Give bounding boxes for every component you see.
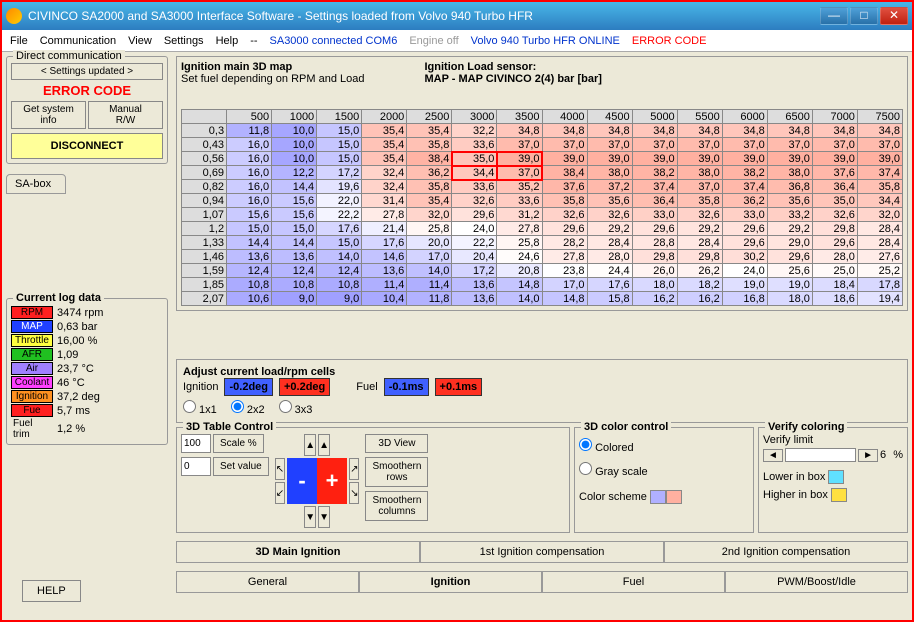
mid-tab[interactable]: 2nd Ignition compensation: [664, 541, 908, 563]
load-sensor-sub: MAP - MAP CIVINCO 2(4) bar [bar]: [424, 73, 601, 85]
smooth-cols-button[interactable]: Smoothern columns: [365, 491, 428, 521]
get-system-info-button[interactable]: Get system info: [11, 101, 86, 129]
arrow-button[interactable]: ↘: [349, 482, 359, 504]
titlebar: CIVINCO SA2000 and SA3000 Interface Soft…: [2, 2, 912, 30]
mid-tabs: 3D Main Ignition1st Ignition compensatio…: [176, 541, 908, 563]
close-button[interactable]: ✕: [880, 7, 908, 25]
load-sensor-title: Ignition Load sensor:: [424, 61, 536, 73]
status-vehicle: Volvo 940 Turbo HFR ONLINE: [471, 35, 620, 47]
window-title: CIVINCO SA2000 and SA3000 Interface Soft…: [28, 9, 820, 23]
scheme-low-swatch[interactable]: [650, 490, 666, 504]
mid-tab[interactable]: 3D Main Ignition: [176, 541, 420, 563]
3d-table-control: 3D Table Control Scale % Set value ↖ ↙ ▲…: [176, 427, 570, 533]
3d-view-button[interactable]: 3D View: [365, 434, 428, 453]
menu-item[interactable]: Communication: [40, 35, 116, 47]
arrow-button[interactable]: ▼: [318, 506, 330, 528]
plus-button[interactable]: +: [317, 458, 347, 504]
minimize-button[interactable]: —: [820, 7, 848, 25]
status-connection: SA3000 connected COM6: [270, 35, 398, 47]
error-code-label: ERROR CODE: [11, 83, 163, 98]
scheme-high-swatch[interactable]: [666, 490, 682, 504]
status-engine: Engine off: [409, 35, 458, 47]
help-button[interactable]: HELP: [22, 580, 81, 602]
main-tab[interactable]: PWM/Boost/Idle: [725, 571, 908, 593]
menu-item[interactable]: View: [128, 35, 152, 47]
menu-item[interactable]: File: [10, 35, 28, 47]
main-tab[interactable]: General: [176, 571, 359, 593]
smooth-rows-button[interactable]: Smoothern rows: [365, 457, 428, 487]
verify-coloring: Verify coloring Verify limit ◄ ► 6 % Low…: [758, 427, 908, 533]
maximize-button[interactable]: □: [850, 7, 878, 25]
log-data-group: Current log data RPM3474 rpmMAP0,63 barT…: [6, 298, 168, 445]
colored-radio[interactable]: [579, 438, 592, 451]
ignition-map-table[interactable]: 5001000150020002500300035004000450050005…: [181, 109, 903, 306]
scale-input[interactable]: [181, 434, 211, 453]
verify-dec[interactable]: ◄: [763, 449, 783, 462]
arrow-button[interactable]: ▲: [318, 434, 330, 456]
map-title: Ignition main 3D map: [181, 61, 292, 73]
app-icon: [6, 8, 22, 24]
direct-comm-group: Direct communication < Settings updated …: [6, 56, 168, 164]
setvalue-input[interactable]: [181, 457, 211, 476]
arrow-button[interactable]: ▲: [304, 434, 316, 456]
manual-rw-button[interactable]: Manual R/W: [88, 101, 163, 129]
gray-radio[interactable]: [579, 462, 592, 475]
settings-updated: < Settings updated >: [11, 63, 163, 80]
map-subtitle: Set fuel depending on RPM and Load: [181, 73, 364, 85]
arrow-button[interactable]: ▼: [304, 506, 316, 528]
map-panel: Ignition main 3D map Set fuel depending …: [176, 56, 908, 311]
ign-dec-button[interactable]: -0.2deg: [224, 378, 273, 396]
arrow-button[interactable]: ↙: [275, 482, 285, 504]
3d-color-control: 3D color control Colored Gray scale Colo…: [574, 427, 754, 533]
minus-button[interactable]: -: [287, 458, 317, 504]
main-tabs: GeneralIgnitionFuelPWM/Boost/Idle: [176, 571, 908, 593]
status-error: ERROR CODE: [632, 35, 707, 47]
menu-sep: --: [250, 35, 257, 47]
verify-slider[interactable]: [785, 448, 856, 462]
main-tab[interactable]: Fuel: [542, 571, 725, 593]
arrow-button[interactable]: ↖: [275, 458, 285, 480]
main-tab[interactable]: Ignition: [359, 571, 542, 593]
menu-item[interactable]: Help: [216, 35, 239, 47]
arrow-button[interactable]: ↗: [349, 458, 359, 480]
menu-item[interactable]: Settings: [164, 35, 204, 47]
fuel-dec-button[interactable]: -0.1ms: [384, 378, 429, 396]
menubar: File Communication View Settings Help --…: [2, 30, 912, 52]
disconnect-button[interactable]: DISCONNECT: [11, 133, 163, 159]
adjust-cells-group: Adjust current load/rpm cells Ignition -…: [176, 359, 908, 423]
fuel-inc-button[interactable]: +0.1ms: [435, 378, 483, 396]
verify-inc[interactable]: ►: [858, 449, 878, 462]
mid-tab[interactable]: 1st Ignition compensation: [420, 541, 664, 563]
scale-button[interactable]: Scale %: [213, 434, 264, 453]
setvalue-button[interactable]: Set value: [213, 457, 269, 476]
ign-inc-button[interactable]: +0.2deg: [279, 378, 330, 396]
sa-box-tab[interactable]: SA-box: [6, 174, 66, 194]
